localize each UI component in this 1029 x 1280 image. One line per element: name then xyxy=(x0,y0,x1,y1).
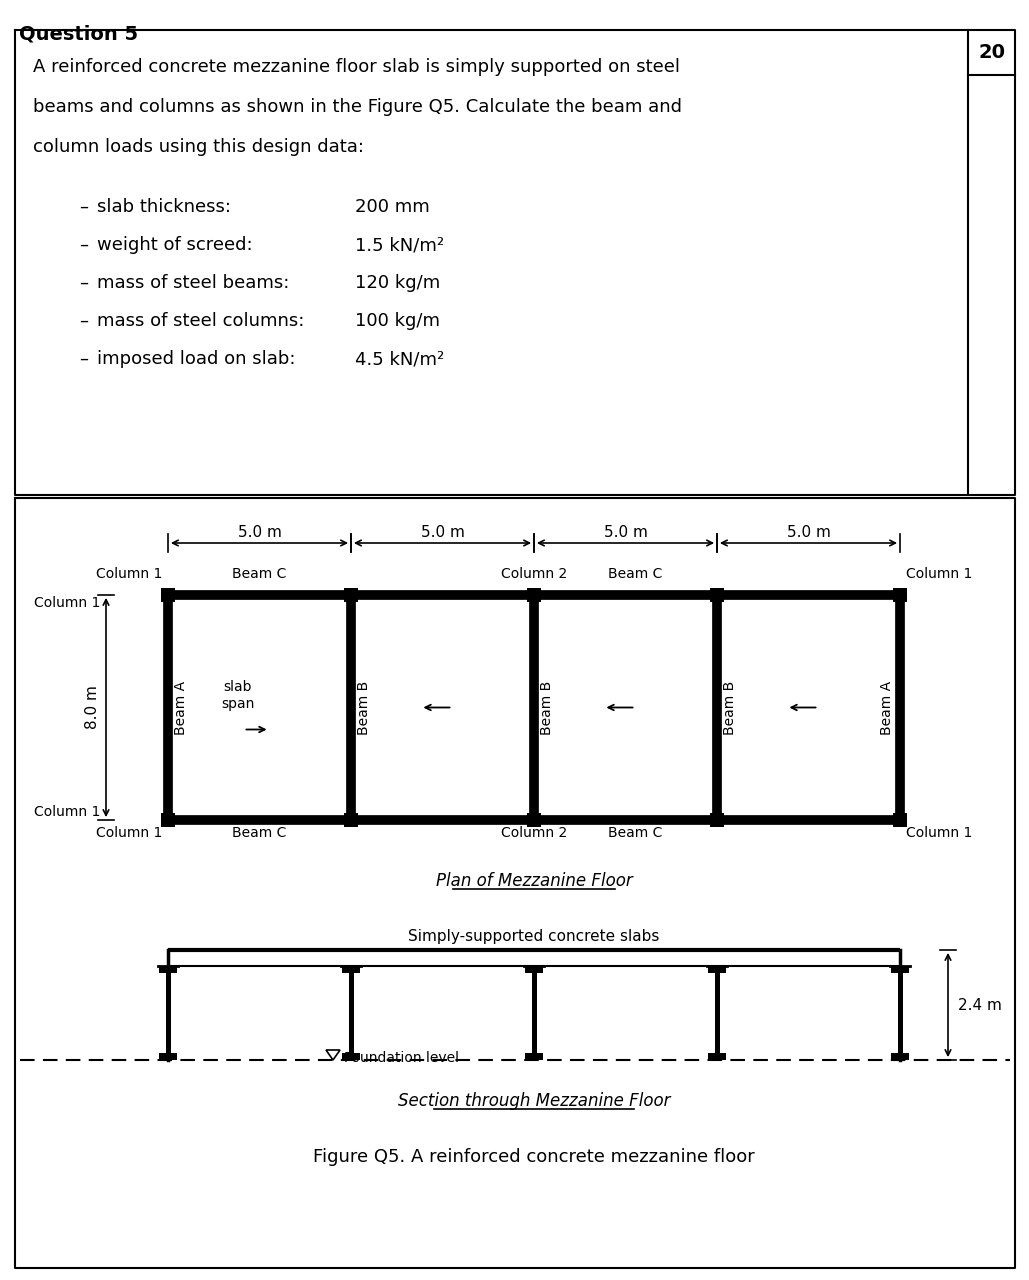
Polygon shape xyxy=(342,1053,360,1060)
Text: Beam C: Beam C xyxy=(608,567,663,581)
Text: –: – xyxy=(79,312,88,330)
Polygon shape xyxy=(525,1053,543,1060)
Text: Column 1: Column 1 xyxy=(906,567,972,581)
Polygon shape xyxy=(159,1053,177,1060)
Text: weight of screed:: weight of screed: xyxy=(97,236,253,253)
Text: 5.0 m: 5.0 m xyxy=(786,525,830,540)
Text: –: – xyxy=(79,198,88,216)
Text: Column 1: Column 1 xyxy=(34,805,100,819)
Text: 4.5 kN/m²: 4.5 kN/m² xyxy=(355,349,445,369)
Text: A reinforced concrete mezzanine floor slab is simply supported on steel: A reinforced concrete mezzanine floor sl… xyxy=(33,58,680,76)
Text: Beam B: Beam B xyxy=(357,681,371,735)
Text: Beam A: Beam A xyxy=(880,681,894,735)
Bar xyxy=(893,588,907,602)
Text: 20: 20 xyxy=(978,44,1005,61)
Text: Column 1: Column 1 xyxy=(34,596,100,611)
Text: 120 kg/m: 120 kg/m xyxy=(355,274,440,292)
Text: Column 1: Column 1 xyxy=(906,826,972,840)
Text: slab
span: slab span xyxy=(221,680,254,712)
Bar xyxy=(710,588,724,602)
Text: Beam B: Beam B xyxy=(723,681,737,735)
Bar xyxy=(527,588,541,602)
Text: 8.0 m: 8.0 m xyxy=(85,686,100,730)
Text: Simply-supported concrete slabs: Simply-supported concrete slabs xyxy=(409,929,660,945)
Polygon shape xyxy=(708,1053,726,1060)
Text: Beam C: Beam C xyxy=(608,826,663,840)
Polygon shape xyxy=(166,973,171,1053)
Text: 200 mm: 200 mm xyxy=(355,198,430,216)
Polygon shape xyxy=(891,966,909,973)
Text: imposed load on slab:: imposed load on slab: xyxy=(97,349,295,369)
Polygon shape xyxy=(897,973,902,1053)
Text: Question 5: Question 5 xyxy=(19,24,138,44)
Bar xyxy=(344,813,358,827)
Text: Figure Q5. A reinforced concrete mezzanine floor: Figure Q5. A reinforced concrete mezzani… xyxy=(313,1148,755,1166)
Text: mass of steel columns:: mass of steel columns: xyxy=(97,312,305,330)
Text: Column 1: Column 1 xyxy=(96,826,162,840)
Bar xyxy=(710,813,724,827)
Bar xyxy=(893,813,907,827)
Text: slab thickness:: slab thickness: xyxy=(97,198,230,216)
Bar xyxy=(527,813,541,827)
Text: 100 kg/m: 100 kg/m xyxy=(355,312,440,330)
Text: beams and columns as shown in the Figure Q5. Calculate the beam and: beams and columns as shown in the Figure… xyxy=(33,99,682,116)
Text: 5.0 m: 5.0 m xyxy=(238,525,282,540)
Text: 1.5 kN/m²: 1.5 kN/m² xyxy=(355,236,445,253)
Bar xyxy=(344,588,358,602)
Text: –: – xyxy=(79,274,88,292)
Polygon shape xyxy=(891,1053,909,1060)
Text: Beam C: Beam C xyxy=(233,567,287,581)
Text: –: – xyxy=(79,349,88,369)
Polygon shape xyxy=(159,966,177,973)
Polygon shape xyxy=(525,966,543,973)
Polygon shape xyxy=(532,973,536,1053)
Text: Column 1: Column 1 xyxy=(96,567,162,581)
Polygon shape xyxy=(708,966,726,973)
Text: 5.0 m: 5.0 m xyxy=(604,525,647,540)
Text: Beam C: Beam C xyxy=(233,826,287,840)
Text: –: – xyxy=(79,236,88,253)
Text: Column 2: Column 2 xyxy=(501,826,567,840)
Text: mass of steel beams:: mass of steel beams: xyxy=(97,274,289,292)
Text: Column 2: Column 2 xyxy=(501,567,567,581)
Bar xyxy=(161,588,175,602)
Polygon shape xyxy=(342,966,360,973)
Text: Beam B: Beam B xyxy=(540,681,554,735)
Text: Beam A: Beam A xyxy=(174,681,188,735)
Text: Foundation level: Foundation level xyxy=(344,1051,459,1065)
Text: column loads using this design data:: column loads using this design data: xyxy=(33,138,364,156)
Text: Section through Mezzanine Floor: Section through Mezzanine Floor xyxy=(398,1092,670,1110)
Text: 5.0 m: 5.0 m xyxy=(421,525,464,540)
Text: Plan of Mezzanine Floor: Plan of Mezzanine Floor xyxy=(435,872,633,890)
Bar xyxy=(161,813,175,827)
Polygon shape xyxy=(714,973,719,1053)
Text: 2.4 m: 2.4 m xyxy=(958,997,1002,1012)
Polygon shape xyxy=(349,973,354,1053)
